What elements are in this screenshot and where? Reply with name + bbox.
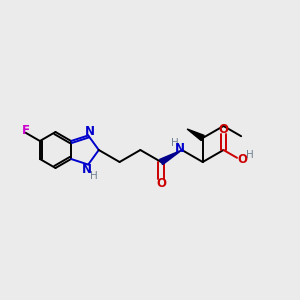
Polygon shape (187, 129, 204, 141)
Text: O: O (218, 122, 228, 136)
Text: N: N (82, 164, 92, 176)
Text: H: H (90, 171, 98, 181)
Text: N: N (85, 125, 95, 138)
Text: F: F (22, 124, 30, 137)
Text: O: O (156, 177, 166, 190)
Text: H: H (172, 138, 179, 148)
Text: N: N (175, 142, 184, 155)
Text: H: H (246, 150, 254, 160)
Polygon shape (160, 150, 182, 165)
Text: O: O (237, 153, 248, 166)
